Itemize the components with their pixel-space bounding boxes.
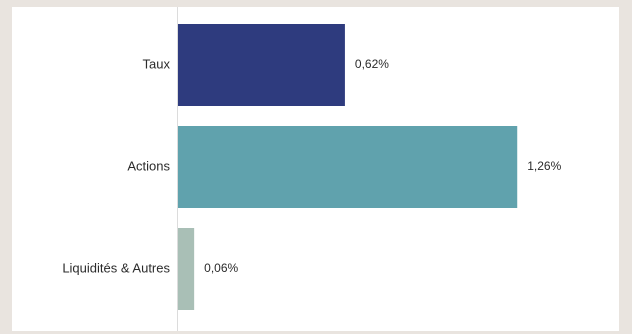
value-label-2: 0,06% [204,261,238,275]
category-labels-group: Taux Actions Liquidités & Autres [62,56,170,275]
bar-1 [178,126,518,208]
value-label-1: 1,26% [527,159,561,173]
chart-panel: Taux Actions Liquidités & Autres 0,62% 1,26… [12,7,619,331]
bar-2 [178,228,195,310]
category-label-2: Liquidités & Autres [62,260,170,275]
bar-chart: Taux Actions Liquidités & Autres 0,62% 1,26… [62,7,562,331]
bar-0 [178,24,345,106]
value-label-0: 0,62% [355,57,389,71]
category-label-1: Actions [127,158,170,173]
category-label-0: Taux [143,56,171,71]
value-labels-group: 0,62% 1,26% 0,06% [204,57,561,275]
bars-group [178,24,518,310]
